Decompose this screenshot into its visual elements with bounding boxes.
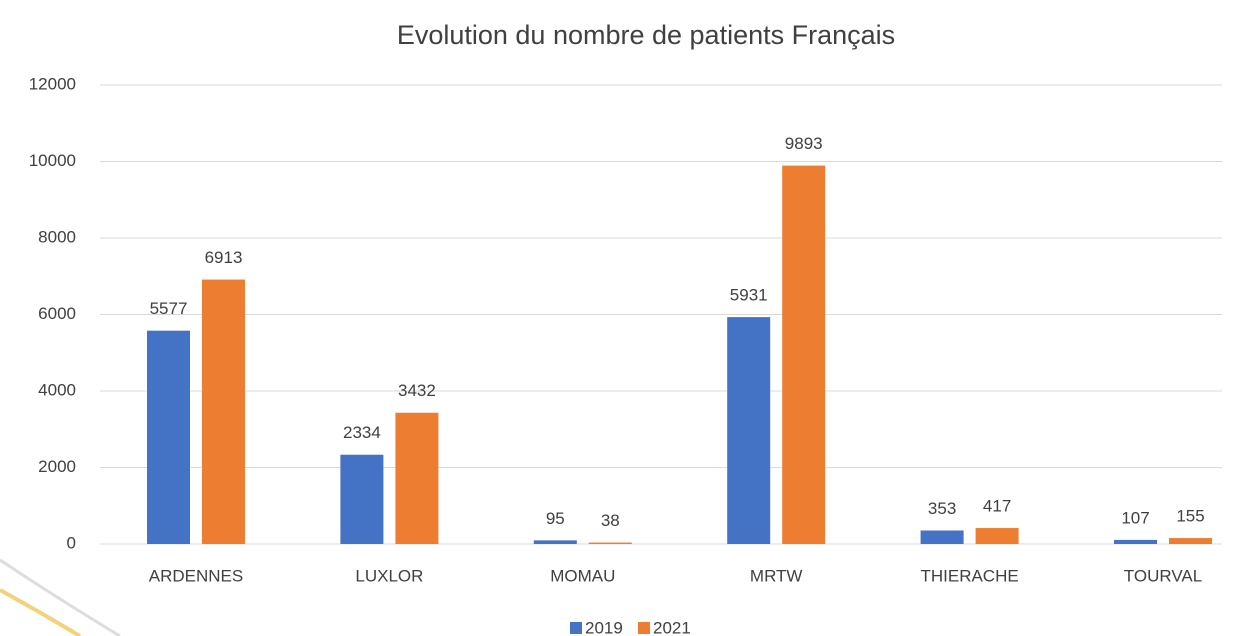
value-label: 95 — [546, 509, 565, 528]
legend-label: 2021 — [653, 618, 691, 636]
bar — [340, 454, 384, 544]
x-tick-label: THIERACHE — [920, 566, 1018, 585]
y-tick-label: 10000 — [29, 151, 76, 170]
value-label: 3432 — [398, 381, 436, 400]
chart-title: Evolution du nombre de patients Français — [397, 20, 895, 50]
decoration — [0, 558, 121, 636]
value-label: 6913 — [205, 248, 243, 267]
y-tick-label: 2000 — [38, 457, 76, 476]
legend-label: 2019 — [585, 618, 623, 636]
x-tick-label: LUXLOR — [355, 566, 423, 585]
value-label: 353 — [928, 499, 956, 518]
bar — [202, 279, 245, 544]
y-tick-label: 4000 — [38, 380, 76, 399]
x-tick-label: MOMAU — [550, 566, 615, 585]
y-tick-label: 12000 — [29, 74, 76, 93]
value-label: 5577 — [150, 299, 188, 318]
decoration — [0, 588, 82, 636]
bar — [1169, 538, 1212, 544]
x-tick-label: TOURVAL — [1124, 566, 1202, 585]
bar — [727, 317, 771, 544]
bar — [920, 530, 964, 544]
bar — [147, 330, 190, 544]
value-label: 38 — [601, 511, 620, 530]
legend-swatch — [570, 622, 582, 634]
y-tick-label: 6000 — [38, 304, 76, 323]
bar — [533, 540, 577, 544]
x-tick-label: MRTW — [750, 566, 803, 585]
value-label: 5931 — [730, 286, 768, 305]
value-label: 9893 — [785, 134, 823, 153]
value-label: 155 — [1176, 507, 1204, 526]
bar — [395, 412, 439, 544]
value-label: 417 — [983, 497, 1011, 516]
y-tick-label: 0 — [67, 533, 76, 552]
x-tick-label: ARDENNES — [149, 566, 243, 585]
legend-swatch — [638, 622, 650, 634]
value-label: 107 — [1121, 508, 1149, 527]
bar — [1114, 539, 1157, 544]
bar — [782, 165, 826, 544]
bar — [588, 542, 632, 544]
bar — [975, 528, 1019, 544]
y-tick-label: 8000 — [38, 227, 76, 246]
value-label: 2334 — [343, 423, 381, 442]
